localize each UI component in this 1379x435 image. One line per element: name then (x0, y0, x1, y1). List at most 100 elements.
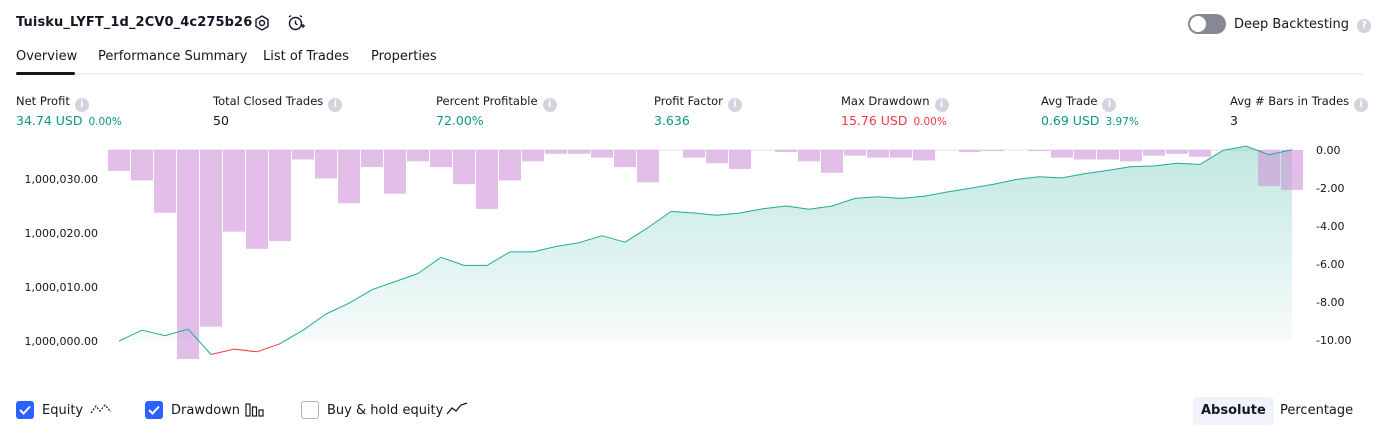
equity-line-segment (647, 210, 672, 229)
info-icon[interactable]: i (542, 98, 557, 112)
equity-line-segment (417, 256, 442, 274)
equity-line-segment (969, 183, 994, 189)
drawdown-bar (131, 150, 153, 181)
absolute-button[interactable]: Absolute (1193, 397, 1274, 425)
equity-line-segment (1245, 145, 1270, 156)
info-icon[interactable]: i (1102, 98, 1117, 112)
drawdown-bar (913, 150, 935, 161)
drawdown-bar (154, 150, 176, 213)
equity-line-segment (1015, 176, 1040, 180)
drawdown-bar (706, 150, 728, 164)
deep-backtesting-label-row: Deep Backtesting ? (1234, 17, 1372, 33)
info-icon[interactable]: i (934, 98, 949, 112)
info-icon[interactable]: i (1354, 98, 1369, 112)
y-left-tick-label: 1,000,000.00 (25, 335, 98, 348)
x-tick-label: 13 (394, 374, 408, 375)
deep-backtesting-toggle[interactable] (1188, 14, 1226, 34)
equity-line-segment (279, 329, 304, 345)
drawdown-bar (476, 150, 498, 209)
info-icon[interactable]: i (328, 98, 343, 112)
equity-label: Equity (42, 403, 84, 418)
y-right-tick-label: -6.00 (1316, 258, 1344, 271)
tab-list-of-trades[interactable]: List of Trades (263, 49, 349, 64)
y-right-tick-label: -8.00 (1316, 296, 1344, 309)
drawdown-bar (821, 150, 843, 173)
percent-profitable-label-row: Percent Profitable i (436, 94, 557, 112)
equity-checkbox[interactable] (16, 401, 34, 419)
drawdown-bar (522, 150, 544, 162)
equity-line-segment (210, 348, 235, 355)
drawdown-bar (637, 150, 659, 183)
profit-factor-label-row: Profit Factor i (654, 94, 742, 112)
drawdown-bar (200, 150, 222, 327)
info-icon[interactable]: i (727, 98, 742, 112)
y-right-tick-label: -2.00 (1316, 182, 1344, 195)
drawdown-bar (499, 150, 521, 181)
y-right-tick-label: -4.00 (1316, 220, 1344, 233)
tab-performance-summary[interactable]: Performance Summary (98, 49, 248, 64)
drawdown-bar (683, 150, 705, 158)
help-icon[interactable]: ? (1357, 19, 1372, 33)
x-tick-label: 17 (488, 374, 502, 375)
buy-hold-checkbox[interactable] (301, 401, 319, 419)
max-drawdown-label-row: Max Drawdown i (841, 94, 949, 112)
drawdown-bar (1281, 150, 1303, 190)
percentage-button[interactable]: Percentage (1280, 403, 1354, 418)
drawdown-bar (453, 150, 475, 185)
x-tick-label: 29 (769, 374, 783, 375)
equity-line-segment (854, 196, 879, 199)
percent-profitable-value-row: 72.00% (436, 113, 484, 128)
y-left-tick-label: 1,000,010.00 (25, 281, 98, 294)
percent-profitable-label: Percent Profitable (436, 94, 538, 108)
x-tick-label: 37 (957, 374, 971, 375)
equity-line-segment (900, 195, 925, 199)
y-right-tick-label: -10.00 (1316, 334, 1351, 347)
equity-line-segment (992, 179, 1017, 185)
trend-line-icon (446, 401, 468, 421)
x-tick-label: 5 (209, 374, 216, 375)
drawdown-bar (407, 150, 429, 162)
tabs-divider (16, 73, 1363, 75)
equity-line-segment (233, 348, 258, 353)
max-drawdown-percent: 0.00% (913, 116, 947, 128)
equity-line-segment (1130, 165, 1155, 168)
profit-factor-label: Profit Factor (654, 94, 723, 108)
drawdown-bar (1258, 150, 1280, 187)
drawdown-bar (361, 150, 383, 168)
settings-icon[interactable] (252, 13, 272, 33)
equity-line-segment (670, 210, 695, 214)
max-drawdown-label: Max Drawdown (841, 94, 930, 108)
x-tick-label: 41 (1051, 374, 1065, 375)
tab-properties[interactable]: Properties (371, 49, 437, 64)
x-tick-label: 33 (863, 374, 877, 375)
info-icon[interactable]: i (74, 98, 89, 112)
drawdown-bar (1097, 150, 1119, 160)
drawdown-checkbox[interactable] (145, 401, 163, 419)
total-closed-trades-value: 50 (213, 113, 229, 128)
drawdown-bar (292, 150, 314, 160)
net-profit-percent: 0.00% (88, 116, 122, 128)
tab-overview[interactable]: Overview (16, 49, 78, 64)
equity-line-segment (785, 205, 810, 210)
net-profit-label-row: Net Profit i (16, 94, 89, 112)
avg-trade-percent: 3.97% (1105, 116, 1139, 128)
equity-line-segment (693, 212, 718, 216)
add-alert-icon[interactable] (286, 13, 306, 33)
net-profit-value: 34.74 USD (16, 113, 83, 128)
equity-line-segment (555, 242, 580, 247)
deep-backtesting-label: Deep Backtesting (1234, 17, 1350, 32)
drawdown-bar (269, 150, 291, 242)
drawdown-bar (1166, 150, 1188, 154)
y-left-tick-label: 1,000,030.00 (25, 173, 98, 186)
profit-factor-value-row: 3.636 (654, 113, 690, 128)
avg-bars-in-trades-value-row: 3 (1230, 113, 1238, 128)
equity-line-segment (1038, 176, 1063, 179)
equity-line-segment (371, 281, 396, 291)
drawdown-bar (545, 150, 567, 154)
equity-line-segment (394, 273, 419, 283)
equity-line-segment (1268, 149, 1293, 156)
avg-bars-in-trades-label-row: Avg # Bars in Trades i (1230, 94, 1369, 112)
max-drawdown-value: 15.76 USD (841, 113, 908, 128)
x-tick-label: 49 (1239, 374, 1253, 375)
drawdown-bar (1028, 150, 1050, 151)
